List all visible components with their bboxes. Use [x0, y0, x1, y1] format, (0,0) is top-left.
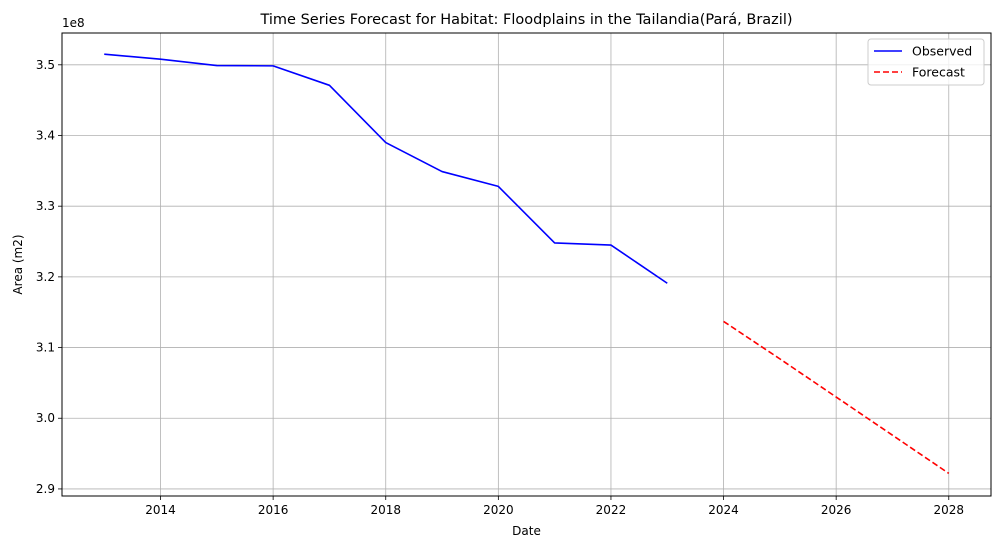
plot-frame [61, 32, 992, 497]
y-tick-label: 3.3 [36, 199, 55, 213]
legend-label-observed: Observed [912, 44, 972, 59]
x-tick-label: 2024 [708, 503, 739, 517]
x-tick-label: 2022 [596, 503, 627, 517]
x-tick-label: 2018 [370, 503, 401, 517]
grid [62, 33, 991, 496]
y-axis-offset-label: 1e8 [62, 16, 85, 30]
y-tick-label: 3.2 [36, 270, 55, 284]
y-tick-label: 3.4 [36, 128, 55, 142]
y-tick-label: 3.1 [36, 341, 55, 355]
y-axis-label: Area (m2) [11, 234, 25, 294]
x-tick-label: 2020 [483, 503, 514, 517]
chart-title: Time Series Forecast for Habitat: Floodp… [259, 12, 792, 28]
ticks: 2014 2016 2018 2020 2022 2024 2026 2028 2.9 3.0 3.… [36, 58, 964, 517]
x-tick-label: 2026 [821, 503, 852, 517]
y-tick-label: 3.0 [36, 411, 55, 425]
x-tick-label: 2014 [145, 503, 176, 517]
series-line-forecast [723, 320, 950, 475]
x-axis-label: Date [512, 524, 541, 538]
x-tick-label: 2016 [258, 503, 289, 517]
legend-label-forecast: Forecast [912, 65, 965, 80]
y-tick-label: 2.9 [36, 482, 55, 496]
legend: Observed Forecast [867, 38, 985, 86]
series-layer [104, 53, 950, 475]
series-line-observed [104, 53, 668, 284]
x-tick-label: 2028 [933, 503, 964, 517]
y-tick-label: 3.5 [36, 58, 55, 72]
